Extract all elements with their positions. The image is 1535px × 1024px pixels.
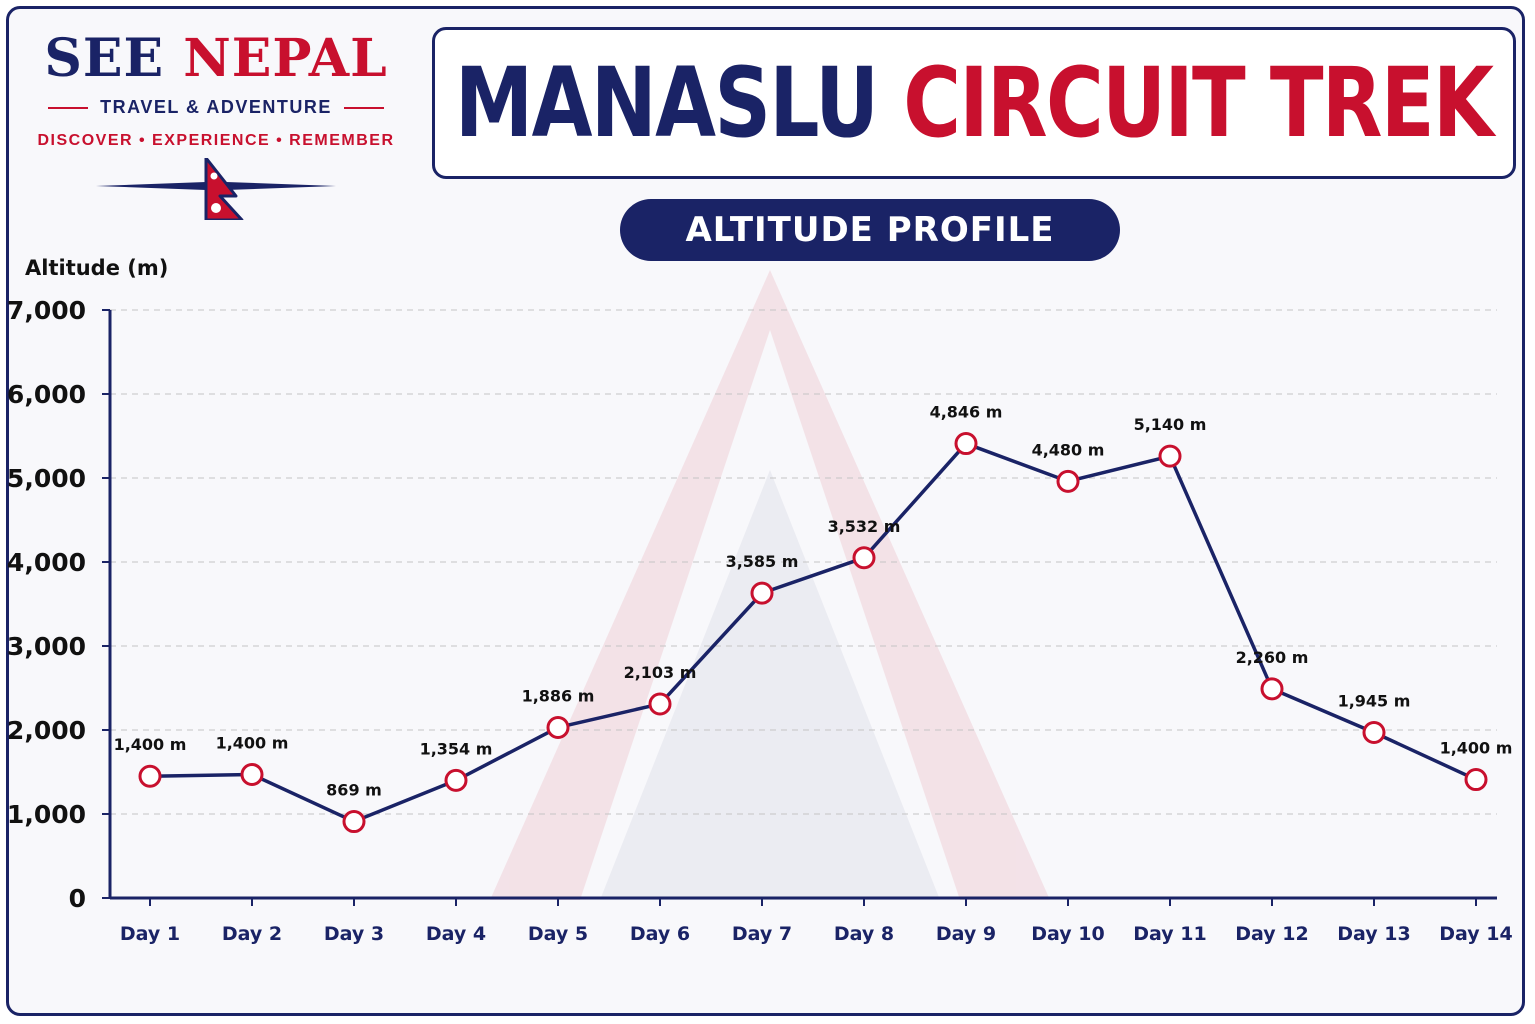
x-tick-label: Day 3 bbox=[324, 923, 384, 945]
y-tick-label: 0 bbox=[69, 884, 86, 913]
data-label: 3,585 m bbox=[726, 552, 799, 571]
x-tick-label: Day 12 bbox=[1235, 923, 1308, 945]
left-line-ornament bbox=[96, 182, 206, 190]
y-tick-label: 4,000 bbox=[7, 548, 86, 577]
data-point-marker bbox=[342, 810, 366, 834]
x-tick-label: Day 13 bbox=[1337, 923, 1410, 945]
y-tick-label: 1,000 bbox=[7, 800, 86, 829]
data-label: 1,400 m bbox=[1440, 739, 1513, 758]
title-part-circuit-trek: CIRCUIT TREK bbox=[903, 47, 1495, 159]
y-axis-label: Altitude (m) bbox=[25, 256, 168, 280]
data-label: 1,945 m bbox=[1338, 692, 1411, 711]
data-point-marker bbox=[138, 764, 162, 788]
brand-name-nepal: NEPAL bbox=[183, 28, 388, 89]
x-tick-labels: Day 1 Day 2 Day 3 Day 4 Day 5 Day 6 Day 7 Day 8… bbox=[120, 923, 1513, 945]
data-label: 1,400 m bbox=[114, 735, 187, 754]
data-label: 4,846 m bbox=[930, 403, 1003, 422]
x-tick-label: Day 6 bbox=[630, 923, 690, 945]
data-point-marker bbox=[852, 546, 876, 570]
data-label: 2,103 m bbox=[624, 663, 697, 682]
data-label: 5,140 m bbox=[1134, 415, 1207, 434]
data-label: 1,400 m bbox=[216, 734, 289, 753]
data-label: 2,260 m bbox=[1236, 648, 1309, 667]
data-point-marker bbox=[1158, 444, 1182, 468]
subtitle-pill: ALTITUDE PROFILE bbox=[620, 199, 1120, 261]
y-tick-label: 7,000 bbox=[7, 296, 86, 325]
title-part-manaslu: MANASLU bbox=[455, 47, 879, 159]
x-tick-label: Day 9 bbox=[936, 923, 996, 945]
data-point-marker bbox=[1056, 469, 1080, 493]
data-label: 4,480 m bbox=[1032, 440, 1105, 459]
page-title: MANASLU CIRCUIT TREK bbox=[455, 53, 1494, 153]
divider-line bbox=[343, 106, 384, 109]
brand-tagline: DISCOVER • EXPERIENCE • REMEMBER bbox=[37, 132, 395, 149]
flag-emblem bbox=[96, 158, 336, 220]
nepal-flag-icon bbox=[204, 158, 244, 220]
data-point-marker bbox=[444, 768, 468, 792]
data-point-marker bbox=[240, 763, 264, 787]
data-label: 1,886 m bbox=[522, 686, 595, 705]
data-point-marker bbox=[648, 692, 672, 716]
data-point-marker bbox=[1260, 677, 1284, 701]
y-tick-label: 6,000 bbox=[7, 380, 86, 409]
brand-name-see: SEE bbox=[44, 28, 165, 89]
x-tick-label: Day 14 bbox=[1439, 923, 1512, 945]
data-label: 3,532 m bbox=[828, 517, 901, 536]
data-point-marker bbox=[1362, 721, 1386, 745]
right-line-ornament bbox=[226, 182, 336, 190]
data-labels: 1,400 m 1,400 m 869 m 1,354 m 1,886 m 2,103 m… bbox=[114, 403, 1513, 800]
y-tick-label: 3,000 bbox=[7, 632, 86, 661]
data-point-marker bbox=[1464, 768, 1488, 792]
y-tick-label: 2,000 bbox=[7, 716, 86, 745]
x-tick-label: Day 1 bbox=[120, 923, 180, 945]
x-tick-label: Day 8 bbox=[834, 923, 894, 945]
x-tick-label: Day 10 bbox=[1031, 923, 1104, 945]
brand-name: SEE NEPAL bbox=[31, 31, 401, 87]
brand-logo: SEE NEPAL TRAVEL & ADVENTURE DISCOVER • … bbox=[31, 31, 401, 241]
data-point-marker bbox=[546, 715, 570, 739]
x-tick-label: Day 11 bbox=[1133, 923, 1206, 945]
altitude-line bbox=[149, 441, 1477, 824]
title-banner: MANASLU CIRCUIT TREK bbox=[432, 27, 1516, 179]
y-tick-label: 5,000 bbox=[7, 464, 86, 493]
axes bbox=[102, 309, 1497, 906]
x-tick-label: Day 4 bbox=[426, 923, 486, 945]
x-tick-label: Day 7 bbox=[732, 923, 792, 945]
data-label: 1,354 m bbox=[420, 739, 493, 758]
poster-frame: SEE NEPAL TRAVEL & ADVENTURE DISCOVER • … bbox=[6, 6, 1525, 1016]
x-tick-label: Day 2 bbox=[222, 923, 282, 945]
data-point-marker bbox=[954, 432, 978, 456]
data-point-marker bbox=[750, 581, 774, 605]
divider-line bbox=[48, 106, 89, 109]
y-tick-labels: 0 1,000 2,000 3,000 4,000 5,000 6,000 7,000 bbox=[7, 296, 86, 913]
brand-subtitle: TRAVEL & ADVENTURE bbox=[100, 97, 332, 117]
data-label: 869 m bbox=[326, 781, 382, 800]
brand-subtitle-row: TRAVEL & ADVENTURE bbox=[31, 97, 401, 118]
series-altitude bbox=[138, 432, 1488, 834]
subtitle-text: ALTITUDE PROFILE bbox=[685, 210, 1055, 250]
x-tick-label: Day 5 bbox=[528, 923, 588, 945]
